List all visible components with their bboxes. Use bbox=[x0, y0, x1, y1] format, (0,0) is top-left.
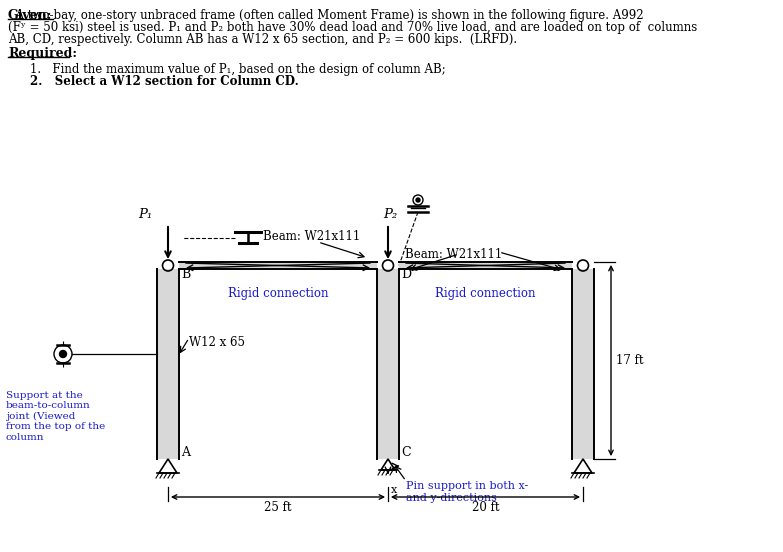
Text: Required:: Required: bbox=[8, 47, 77, 60]
Text: A: A bbox=[181, 446, 190, 459]
Text: Rigid connection: Rigid connection bbox=[228, 287, 328, 300]
Text: 25 ft: 25 ft bbox=[264, 501, 292, 514]
Text: Beam: W21x111: Beam: W21x111 bbox=[405, 248, 502, 261]
Text: Given:: Given: bbox=[8, 9, 52, 22]
Text: Pin support in both x-
and y-directions: Pin support in both x- and y-directions bbox=[406, 481, 529, 503]
Bar bbox=[377, 269, 399, 459]
Text: Rigid connection: Rigid connection bbox=[435, 287, 536, 300]
Text: 2.   Select a W12 section for Column CD.: 2. Select a W12 section for Column CD. bbox=[30, 75, 299, 88]
Text: P₂: P₂ bbox=[383, 208, 397, 221]
Text: x: x bbox=[391, 485, 397, 495]
Text: AB, CD, respectively. Column AB has a W12 x 65 section, and P₂ = 600 kips.  (LRF: AB, CD, respectively. Column AB has a W1… bbox=[8, 33, 517, 46]
Circle shape bbox=[60, 351, 67, 358]
Bar bbox=[399, 262, 572, 269]
Text: D: D bbox=[401, 268, 411, 281]
Text: 1.   Find the maximum value of P₁, based on the design of column AB;: 1. Find the maximum value of P₁, based o… bbox=[30, 63, 446, 76]
Text: C: C bbox=[401, 446, 410, 459]
Text: 20 ft: 20 ft bbox=[471, 501, 500, 514]
Text: W12 x 65: W12 x 65 bbox=[189, 336, 245, 349]
Text: (Fʸ = 50 ksi) steel is used. P₁ and P₂ both have 30% dead load and 70% live load: (Fʸ = 50 ksi) steel is used. P₁ and P₂ b… bbox=[8, 21, 697, 34]
Text: Beam: W21x111: Beam: W21x111 bbox=[263, 230, 360, 242]
Text: B: B bbox=[181, 268, 190, 281]
Text: P₁: P₁ bbox=[138, 208, 152, 221]
Text: Support at the
beam-to-column
joint (Viewed
from the top of the
column: Support at the beam-to-column joint (Vie… bbox=[6, 391, 105, 442]
Bar bbox=[179, 262, 377, 269]
Circle shape bbox=[416, 198, 420, 202]
Text: 17 ft: 17 ft bbox=[616, 354, 644, 367]
Text: A two-bay, one-story unbraced frame (often called Moment Frame) is shown in the : A two-bay, one-story unbraced frame (oft… bbox=[8, 9, 644, 22]
Bar bbox=[572, 269, 594, 459]
Bar bbox=[157, 269, 179, 459]
